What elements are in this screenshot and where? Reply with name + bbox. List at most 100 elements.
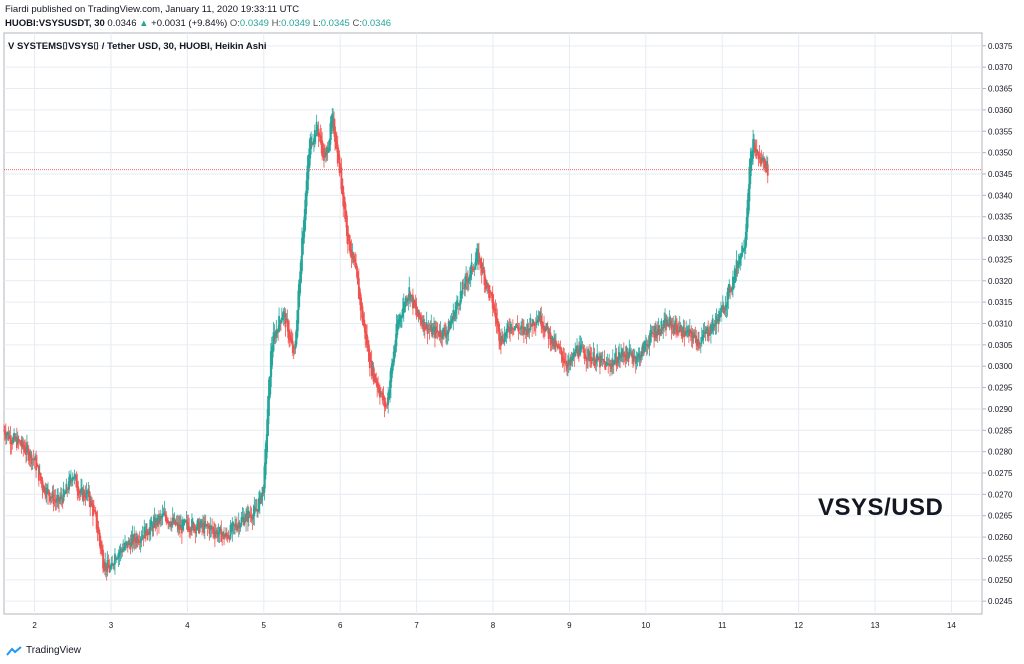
candle-body (483, 270, 486, 286)
candle-body (122, 548, 125, 552)
symbol-title: V SYSTEMS⌷VSYS⌷ / Tether USD, 30, HUOBI,… (8, 41, 267, 52)
candle-body (368, 353, 371, 369)
candle-body (171, 517, 174, 524)
candle-body (418, 311, 421, 318)
candle-body (202, 523, 204, 526)
candle-body (732, 276, 734, 289)
candle-body (72, 478, 75, 479)
candle-body (331, 113, 334, 128)
candle-body (257, 498, 260, 511)
candle-body (718, 310, 721, 322)
candle-body (279, 321, 282, 323)
candle-body (204, 524, 207, 526)
candle-body (704, 332, 707, 334)
candle-body (6, 432, 9, 436)
candle-body (759, 157, 762, 159)
high-label: H: (271, 18, 282, 29)
candle-body (104, 562, 107, 568)
candle-body (103, 559, 105, 571)
candle-body (573, 355, 576, 357)
candle-body (190, 530, 192, 532)
candle-body (729, 288, 732, 293)
candle-body (191, 519, 193, 531)
candle-body (671, 324, 674, 326)
candle-body (379, 393, 382, 395)
candle-body (520, 325, 523, 329)
candle-body (183, 519, 186, 524)
candle-body (92, 503, 94, 517)
candle-body (533, 322, 535, 326)
candle-body (509, 329, 512, 333)
candle-body (274, 336, 277, 339)
candle-body (117, 552, 120, 559)
candle-body (666, 322, 669, 326)
candle-body (588, 351, 590, 355)
candle-body (657, 325, 660, 333)
candle-body (137, 540, 140, 543)
candle-body (332, 116, 335, 121)
candle-body (421, 320, 423, 324)
candle-body (676, 326, 678, 334)
candle-body (308, 148, 311, 169)
candle-body (108, 565, 111, 573)
candle-body (112, 564, 115, 566)
candle-body (181, 519, 184, 530)
y-tick-label: 0.0325 (988, 255, 1013, 264)
x-tick-label: 9 (567, 621, 572, 630)
candle-body (246, 514, 249, 523)
candle-body (213, 531, 216, 538)
candle-body (646, 344, 649, 347)
tradingview-logo-icon (6, 645, 22, 656)
candle-body (460, 290, 463, 298)
candle-body (330, 121, 333, 134)
candle-body (67, 489, 70, 491)
y-tick-label: 0.0290 (988, 405, 1013, 414)
candle-body (196, 520, 199, 530)
candle-body (468, 274, 471, 280)
candle-body (96, 520, 99, 533)
candle-body (595, 358, 598, 364)
candle-body (485, 280, 488, 289)
candle-body (701, 334, 704, 341)
candle-body (326, 150, 329, 154)
candle-body (285, 317, 288, 321)
candle-body (412, 299, 415, 302)
candle-body (20, 443, 23, 447)
candle-body (476, 250, 479, 262)
candle-body (526, 324, 529, 333)
candle-body (249, 515, 252, 516)
candle-body (516, 325, 519, 328)
candle-body (598, 356, 600, 359)
candle-body (447, 321, 450, 333)
candle-body (353, 256, 356, 263)
candle-body (434, 326, 437, 334)
candle-body (377, 384, 379, 388)
candle-body (221, 535, 224, 537)
candle-body (385, 404, 388, 406)
candle-body (57, 494, 59, 500)
candle-body (313, 140, 315, 144)
candle-body (617, 357, 620, 364)
candle-body (158, 518, 160, 524)
candle-body (339, 164, 342, 171)
candle-body (37, 465, 40, 481)
candle-body (338, 156, 341, 174)
candle-body (45, 491, 48, 498)
candle-body (720, 308, 722, 317)
candle-body (217, 533, 220, 535)
candle-body (230, 530, 233, 532)
footer[interactable]: TradingView (6, 645, 81, 656)
candle-body (679, 324, 682, 329)
candle-body (731, 287, 733, 291)
candle-body (609, 363, 611, 367)
candle-body (102, 549, 104, 569)
candle-body (559, 347, 562, 349)
candle-body (570, 360, 573, 362)
candle-body (594, 361, 597, 366)
candle-body (414, 303, 417, 310)
x-tick-label: 8 (491, 621, 496, 630)
candle-body (583, 349, 586, 359)
candle-body (109, 568, 112, 570)
x-tick-label: 6 (338, 621, 343, 630)
